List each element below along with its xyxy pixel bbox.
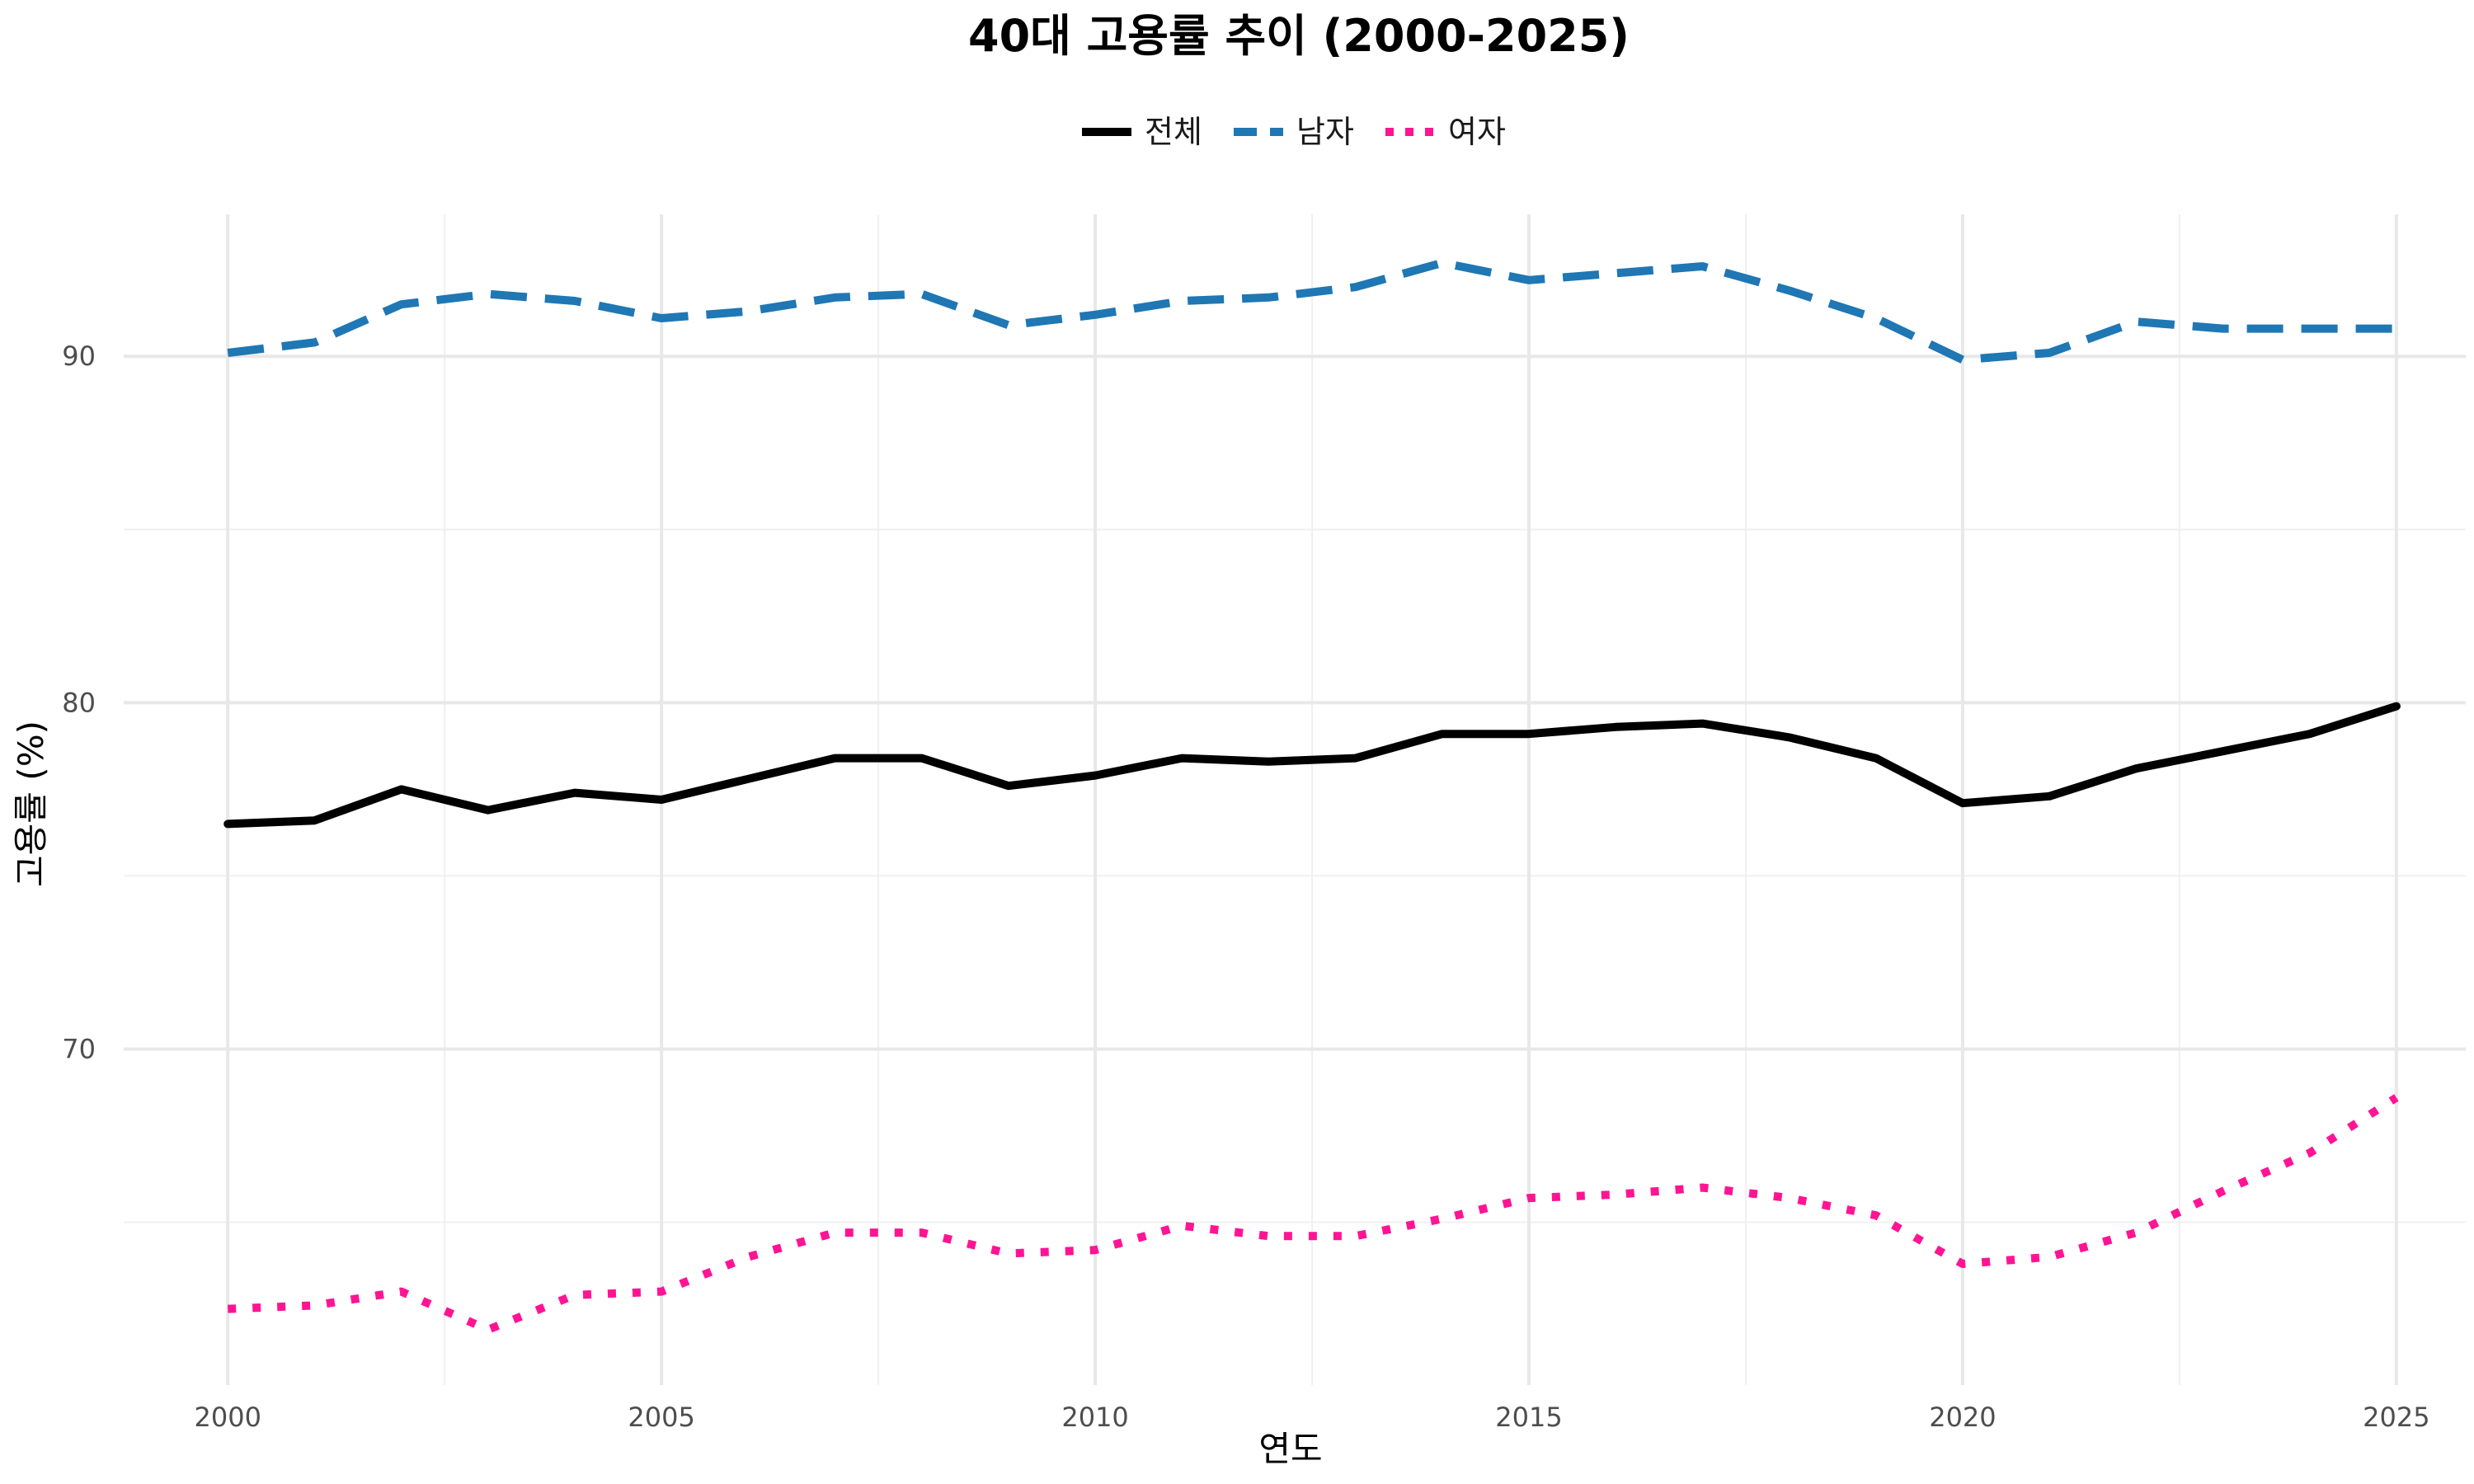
x-tick-label: 2020 xyxy=(1929,1402,1996,1433)
grid-layer xyxy=(124,214,2466,1385)
legend: 전체 남자 여자 xyxy=(1082,114,1506,150)
x-axis-title: 연도 xyxy=(1258,1429,1322,1469)
x-tick-label: 2005 xyxy=(628,1402,694,1433)
series-line-여자 xyxy=(228,1094,2399,1334)
x-tick-label: 2010 xyxy=(1061,1402,1128,1433)
y-axis-title: 고용률 (%) xyxy=(11,721,51,887)
legend-label-남자: 남자 xyxy=(1296,114,1354,150)
y-tick-label: 70 xyxy=(62,1033,96,1064)
legend-label-전체: 전체 xyxy=(1145,114,1202,150)
y-tick-label: 90 xyxy=(62,340,96,372)
series-line-전체 xyxy=(223,702,2401,829)
legend-label-여자: 여자 xyxy=(1448,114,1506,150)
series-line-남자 xyxy=(227,258,2396,364)
chart-title: 40대 고용률 추이 (2000-2025) xyxy=(968,10,1630,62)
series-layer xyxy=(223,258,2401,1334)
x-tick-label: 2000 xyxy=(195,1402,261,1433)
axis-layer: 70 80 90 2000 2005 2010 2015 2020 2025 xyxy=(62,340,2429,1433)
x-tick-label: 2015 xyxy=(1495,1402,1562,1433)
x-tick-label: 2025 xyxy=(2363,1402,2429,1433)
y-tick-label: 80 xyxy=(62,687,96,718)
